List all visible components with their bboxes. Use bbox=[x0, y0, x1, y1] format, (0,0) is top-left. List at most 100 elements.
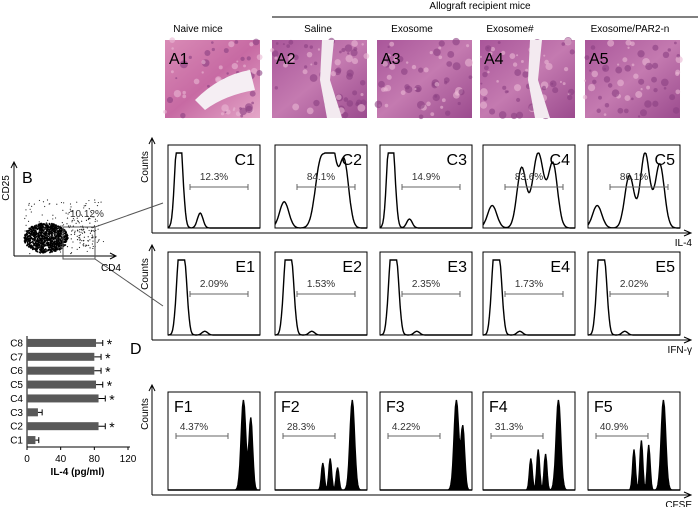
tissue-texture bbox=[617, 107, 624, 114]
tissue-texture bbox=[611, 89, 620, 98]
scatter-dot bbox=[40, 229, 42, 232]
tissue-texture bbox=[587, 83, 596, 92]
scatter-dot bbox=[70, 206, 72, 208]
scatter-dot bbox=[51, 226, 53, 228]
tissue-texture bbox=[243, 64, 246, 68]
scatter-dot bbox=[46, 224, 49, 227]
scatter-dot bbox=[90, 229, 93, 231]
tissue-texture bbox=[386, 55, 391, 60]
scatter-dot bbox=[83, 205, 85, 207]
scatter-dot bbox=[40, 235, 43, 238]
scatter-dot bbox=[60, 201, 63, 204]
significance: * bbox=[105, 350, 111, 366]
tissue-texture bbox=[282, 43, 285, 46]
scatter-dot bbox=[63, 241, 66, 243]
scatter-dot bbox=[34, 241, 37, 244]
tissue-texture bbox=[335, 94, 342, 101]
tissue-texture bbox=[188, 55, 192, 60]
tissue-texture bbox=[288, 39, 294, 45]
scatter-dot bbox=[88, 229, 90, 232]
tissue-texture bbox=[624, 95, 631, 101]
tissue-texture bbox=[644, 100, 652, 108]
scatter-dot bbox=[50, 240, 53, 243]
scatter-dot bbox=[41, 224, 44, 227]
scatter-dot bbox=[30, 228, 32, 231]
panel-label: F5 bbox=[594, 399, 613, 416]
gate-bar bbox=[189, 184, 249, 190]
scatter-dot bbox=[51, 227, 54, 230]
scatter-dot bbox=[89, 222, 91, 224]
scatter-dot bbox=[89, 239, 91, 241]
y-axis-label: Counts bbox=[140, 398, 151, 430]
scatter-dot bbox=[38, 223, 41, 226]
scatter-dot bbox=[77, 220, 79, 222]
gate-value: 1.53% bbox=[307, 279, 335, 290]
x-axis-label: IL-4 bbox=[675, 238, 693, 249]
scatter-dot bbox=[69, 208, 71, 210]
panel-label: F3 bbox=[386, 399, 405, 416]
scatter-dot bbox=[80, 231, 82, 233]
histogram bbox=[482, 259, 575, 336]
scatter-dot bbox=[45, 231, 48, 234]
panel-label: E4 bbox=[550, 259, 570, 276]
tissue-texture bbox=[516, 54, 519, 57]
scatter-dot bbox=[42, 228, 44, 230]
scatter-dot bbox=[52, 238, 55, 241]
tissue-texture bbox=[590, 45, 596, 50]
error-bar bbox=[96, 381, 104, 388]
tissue-texture bbox=[615, 66, 623, 74]
scatter-dot bbox=[59, 239, 62, 242]
panel-label: F4 bbox=[489, 399, 508, 416]
tissue-texture bbox=[283, 62, 288, 68]
scatter-dot bbox=[76, 239, 79, 241]
tissue-texture bbox=[244, 103, 253, 112]
scatter-dot bbox=[52, 214, 54, 216]
tissue-texture bbox=[667, 48, 671, 52]
tissue-texture bbox=[635, 91, 643, 99]
scatter-dot bbox=[38, 230, 40, 232]
scatter-dot bbox=[71, 247, 73, 249]
scatter-dot bbox=[88, 244, 90, 247]
tissue-texture bbox=[568, 88, 575, 96]
tissue-texture bbox=[352, 90, 358, 96]
scatter-dot bbox=[58, 248, 61, 251]
scatter-dot bbox=[37, 227, 40, 230]
tissue-texture bbox=[347, 52, 350, 55]
error-bar bbox=[96, 339, 104, 346]
tissue-texture bbox=[429, 50, 433, 55]
scatter-dot bbox=[86, 227, 89, 229]
scatter-dot bbox=[45, 242, 48, 245]
scatter-dot bbox=[71, 210, 73, 213]
tissue-texture bbox=[292, 103, 300, 111]
tissue-texture bbox=[640, 88, 643, 91]
tissue-texture bbox=[193, 78, 200, 85]
scatter-dot bbox=[97, 228, 99, 230]
scatter-dot bbox=[45, 223, 47, 225]
tissue-texture bbox=[675, 71, 680, 76]
scatter-dot bbox=[81, 220, 83, 222]
scatter-dot bbox=[51, 245, 54, 248]
tissue-texture bbox=[582, 94, 588, 100]
tissue-texture bbox=[447, 51, 455, 58]
scatter-dot bbox=[88, 208, 90, 210]
tissue-texture bbox=[357, 103, 366, 112]
tissue-texture bbox=[292, 54, 299, 61]
tissue-texture bbox=[374, 100, 383, 109]
tissue-texture bbox=[598, 95, 602, 100]
scatter-dot bbox=[96, 241, 98, 244]
gate-value: 10.12% bbox=[70, 209, 104, 220]
gate-bar bbox=[296, 184, 356, 190]
tissue-texture bbox=[286, 44, 291, 48]
tissue-texture bbox=[363, 53, 370, 59]
scatter-dot bbox=[91, 234, 93, 236]
tissue-texture bbox=[249, 90, 256, 97]
gate-value: 83.6% bbox=[515, 172, 543, 183]
scatter-dot bbox=[35, 250, 38, 253]
scatter-dot bbox=[82, 240, 85, 242]
scatter-dot bbox=[65, 231, 67, 234]
tissue-texture bbox=[343, 97, 349, 102]
scatter-dot bbox=[78, 237, 81, 239]
tissue-texture bbox=[589, 69, 592, 72]
histogram bbox=[274, 152, 367, 229]
gate-bar bbox=[504, 291, 564, 297]
